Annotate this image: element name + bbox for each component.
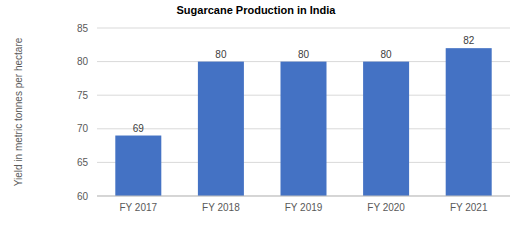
x-tick-label: FY 2021 <box>450 202 488 213</box>
bar <box>198 62 244 196</box>
y-tick-label: 70 <box>77 123 89 134</box>
x-tick-label: FY 2020 <box>367 202 405 213</box>
x-tick-label: FY 2017 <box>119 202 157 213</box>
y-axis-label-line: Yield in metric tonnes per hectare <box>13 37 24 186</box>
y-tick-label: 80 <box>77 56 89 67</box>
x-tick-label: FY 2018 <box>202 202 240 213</box>
y-tick-label: 65 <box>77 157 89 168</box>
data-label: 80 <box>215 49 227 60</box>
y-axis-label: Yield in metric tonnes per hectare <box>13 37 24 186</box>
data-label: 69 <box>133 123 145 134</box>
data-label: 82 <box>463 35 475 46</box>
data-label: 80 <box>298 49 310 60</box>
bars <box>115 48 491 196</box>
data-label: 80 <box>381 49 393 60</box>
bar <box>115 136 161 196</box>
y-tick-label: 60 <box>77 191 89 202</box>
bar <box>446 48 492 196</box>
x-tick-label: FY 2019 <box>285 202 323 213</box>
y-tick-label: 75 <box>77 90 89 101</box>
chart-svg: Sugarcane Production in India 60 65 70 75 80 8… <box>0 0 512 230</box>
grid-line <box>97 28 510 29</box>
bar <box>281 62 327 196</box>
y-tick-label: 85 <box>77 23 89 34</box>
chart-container: Sugarcane Production in India 60 65 70 75 80 8… <box>0 0 512 230</box>
grid-line <box>97 196 510 197</box>
chart-title: Sugarcane Production in India <box>177 4 337 16</box>
bar <box>363 62 409 196</box>
x-axis <box>97 196 510 197</box>
